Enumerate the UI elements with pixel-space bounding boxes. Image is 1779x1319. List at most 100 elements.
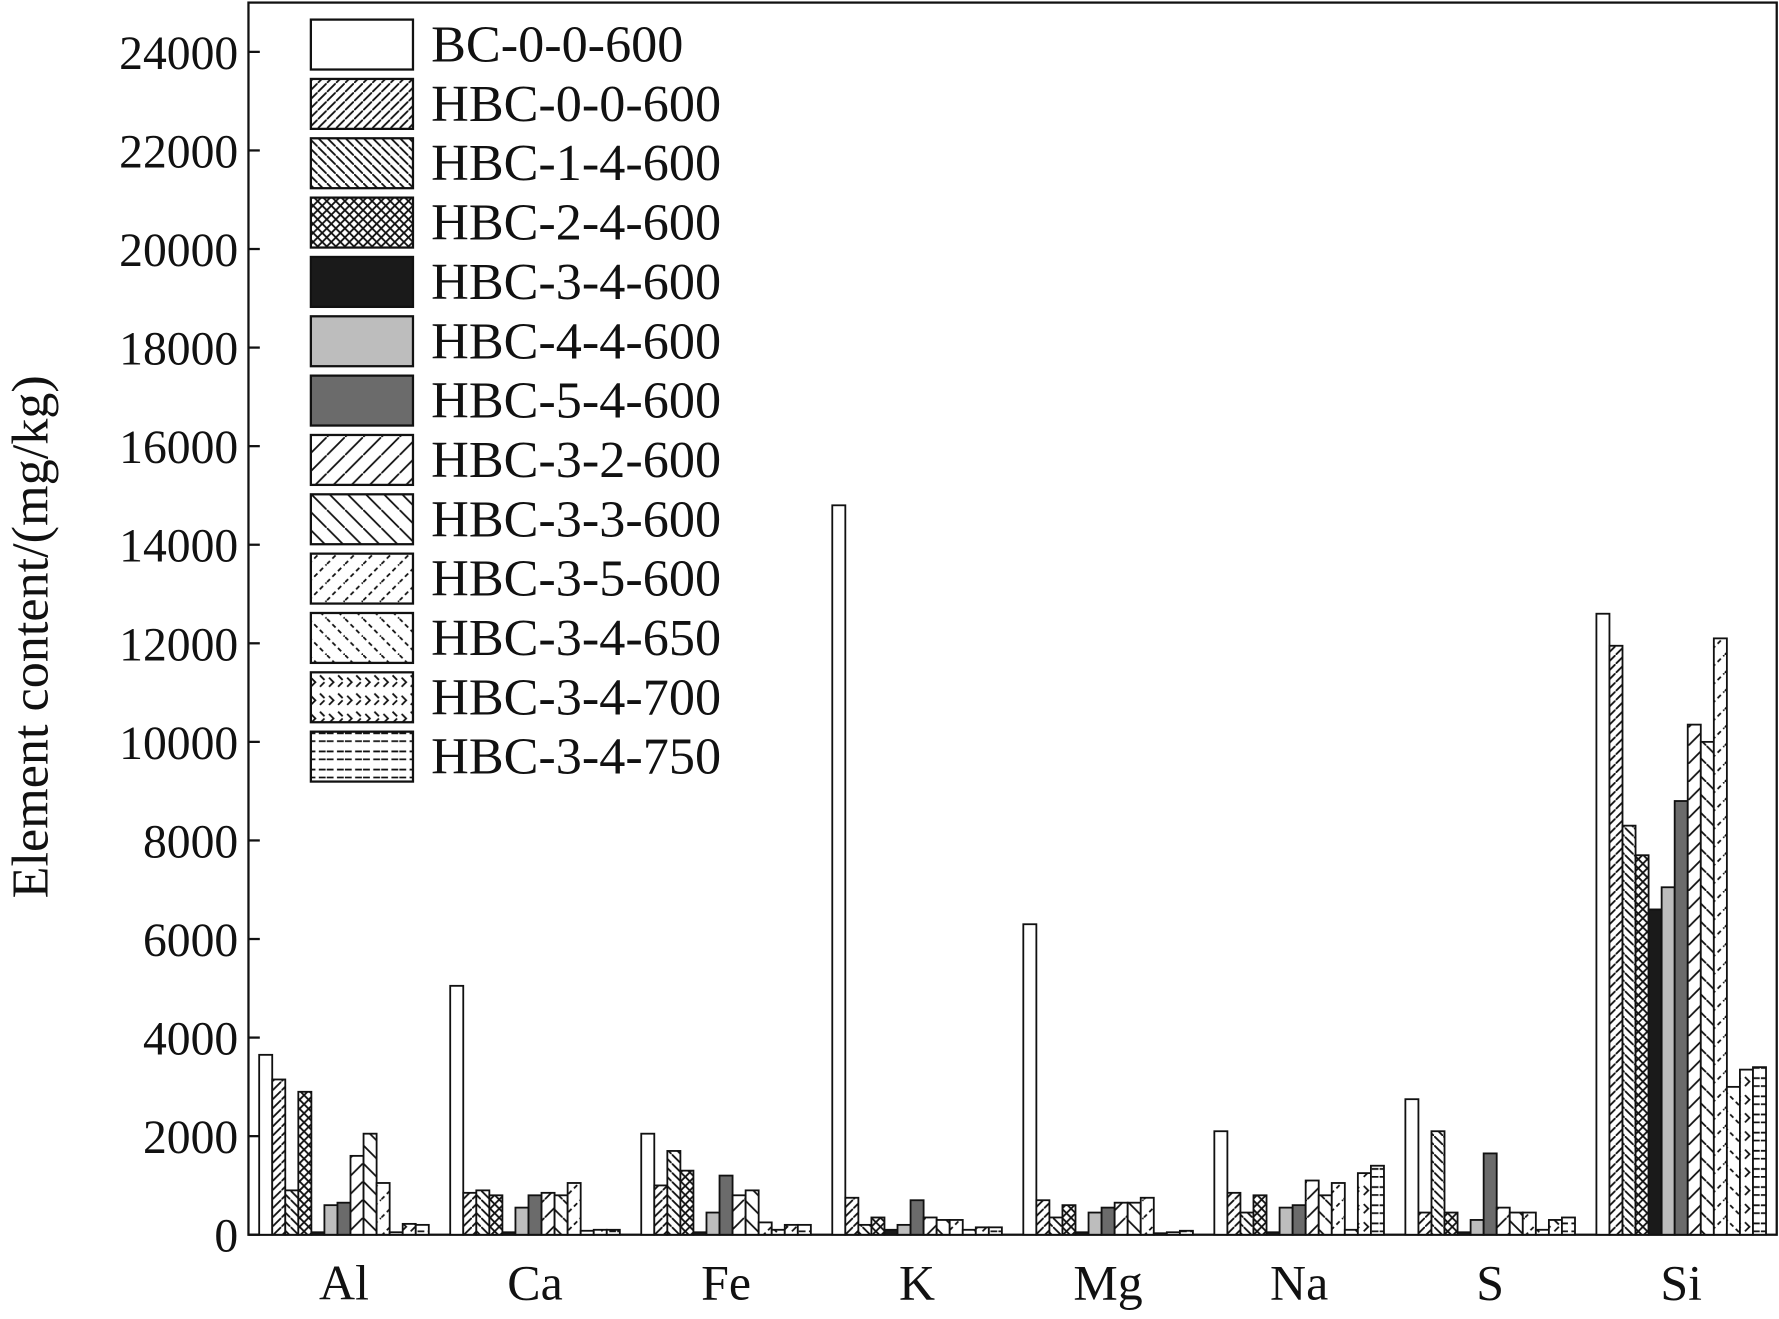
y-tick-label: 8000 <box>143 816 238 868</box>
bar <box>1139 1196 1155 1236</box>
bar <box>1534 1228 1550 1236</box>
bar <box>449 984 465 1236</box>
bar <box>1673 800 1689 1236</box>
bar <box>592 1228 608 1236</box>
bar <box>692 1231 708 1236</box>
x-tick-label: S <box>1476 1255 1504 1310</box>
bar <box>909 1199 925 1236</box>
y-tick-label: 4000 <box>143 1014 238 1066</box>
y-tick-label: 6000 <box>143 915 238 967</box>
bar <box>1126 1201 1142 1236</box>
bar <box>948 1219 964 1236</box>
bar <box>501 1231 517 1236</box>
legend-label: HBC-3-4-600 <box>431 253 721 311</box>
bar <box>1443 1211 1459 1236</box>
legend-swatch <box>309 493 415 546</box>
legend-label: HBC-4-4-600 <box>431 312 721 370</box>
bar <box>1356 1172 1372 1236</box>
bar <box>1304 1179 1320 1236</box>
legend-swatch <box>309 730 415 783</box>
bar <box>896 1223 912 1236</box>
bar <box>1725 1085 1741 1236</box>
legend-label: HBC-3-5-600 <box>431 550 721 608</box>
legend-swatch <box>309 552 415 605</box>
legend-label: HBC-5-4-600 <box>431 372 721 430</box>
bar <box>375 1182 391 1236</box>
bar <box>1165 1231 1181 1236</box>
bar <box>258 1053 274 1236</box>
bar <box>349 1154 365 1236</box>
bar <box>1404 1098 1420 1236</box>
y-tick-label: 20000 <box>119 225 238 277</box>
bar <box>462 1191 478 1236</box>
bar <box>1035 1199 1051 1236</box>
bar <box>770 1228 786 1236</box>
bar <box>1113 1201 1129 1236</box>
y-tick-label: 14000 <box>119 521 238 573</box>
bar <box>1469 1219 1485 1236</box>
bar <box>640 1132 656 1236</box>
bar <box>1343 1228 1359 1236</box>
bar <box>1495 1206 1511 1236</box>
bar <box>1561 1216 1576 1236</box>
bar <box>796 1223 812 1236</box>
bar <box>414 1223 430 1236</box>
bar <box>1621 824 1637 1236</box>
bar <box>310 1231 326 1236</box>
bar <box>1265 1231 1281 1236</box>
bar <box>1152 1232 1168 1236</box>
bar <box>653 1184 669 1236</box>
bar <box>1547 1219 1563 1236</box>
bar <box>1291 1204 1307 1236</box>
x-tick-label: Al <box>319 1255 369 1310</box>
bar <box>488 1194 504 1236</box>
x-tick-label: Si <box>1660 1255 1702 1310</box>
y-tick-label: 2000 <box>143 1112 238 1164</box>
bar <box>1686 723 1702 1236</box>
bar <box>1456 1231 1472 1236</box>
bar <box>1074 1231 1090 1236</box>
bar <box>831 504 847 1236</box>
y-tick-label: 0 <box>214 1211 238 1263</box>
bar <box>1087 1211 1103 1236</box>
bar <box>1634 854 1650 1236</box>
legend-swatch <box>309 315 415 368</box>
bar <box>987 1226 1003 1236</box>
legend-swatch <box>309 18 415 71</box>
bar <box>1595 612 1611 1236</box>
bar <box>336 1201 352 1236</box>
y-tick-label: 10000 <box>119 718 238 770</box>
bar <box>922 1216 938 1236</box>
legend-swatch <box>309 671 415 724</box>
bar <box>1061 1204 1077 1236</box>
bar <box>1430 1130 1446 1236</box>
legend-label: HBC-2-4-600 <box>431 194 721 252</box>
bar <box>1660 886 1676 1236</box>
y-axis-label: Element content/(mg/kg) <box>2 375 60 898</box>
y-tick-label: 18000 <box>119 324 238 376</box>
bar <box>1317 1194 1333 1236</box>
bar <box>961 1228 977 1236</box>
bar <box>514 1206 530 1236</box>
bar <box>1022 923 1038 1236</box>
bar <box>1213 1130 1229 1236</box>
bar <box>844 1196 860 1236</box>
legend-swatch <box>309 374 415 427</box>
bar <box>718 1174 734 1236</box>
bar <box>857 1223 873 1236</box>
bar <box>1100 1206 1116 1236</box>
bar <box>1699 740 1715 1236</box>
bar <box>1482 1152 1498 1236</box>
bar <box>553 1194 569 1236</box>
legend-swatch <box>309 611 415 665</box>
bar <box>1370 1164 1385 1236</box>
bar <box>297 1090 313 1236</box>
bar <box>1647 908 1663 1236</box>
bar <box>935 1219 951 1236</box>
bar <box>527 1194 543 1236</box>
legend-swatch <box>309 433 415 487</box>
y-tick-label: 12000 <box>119 619 238 671</box>
bar <box>1330 1182 1346 1236</box>
bar <box>974 1226 990 1236</box>
